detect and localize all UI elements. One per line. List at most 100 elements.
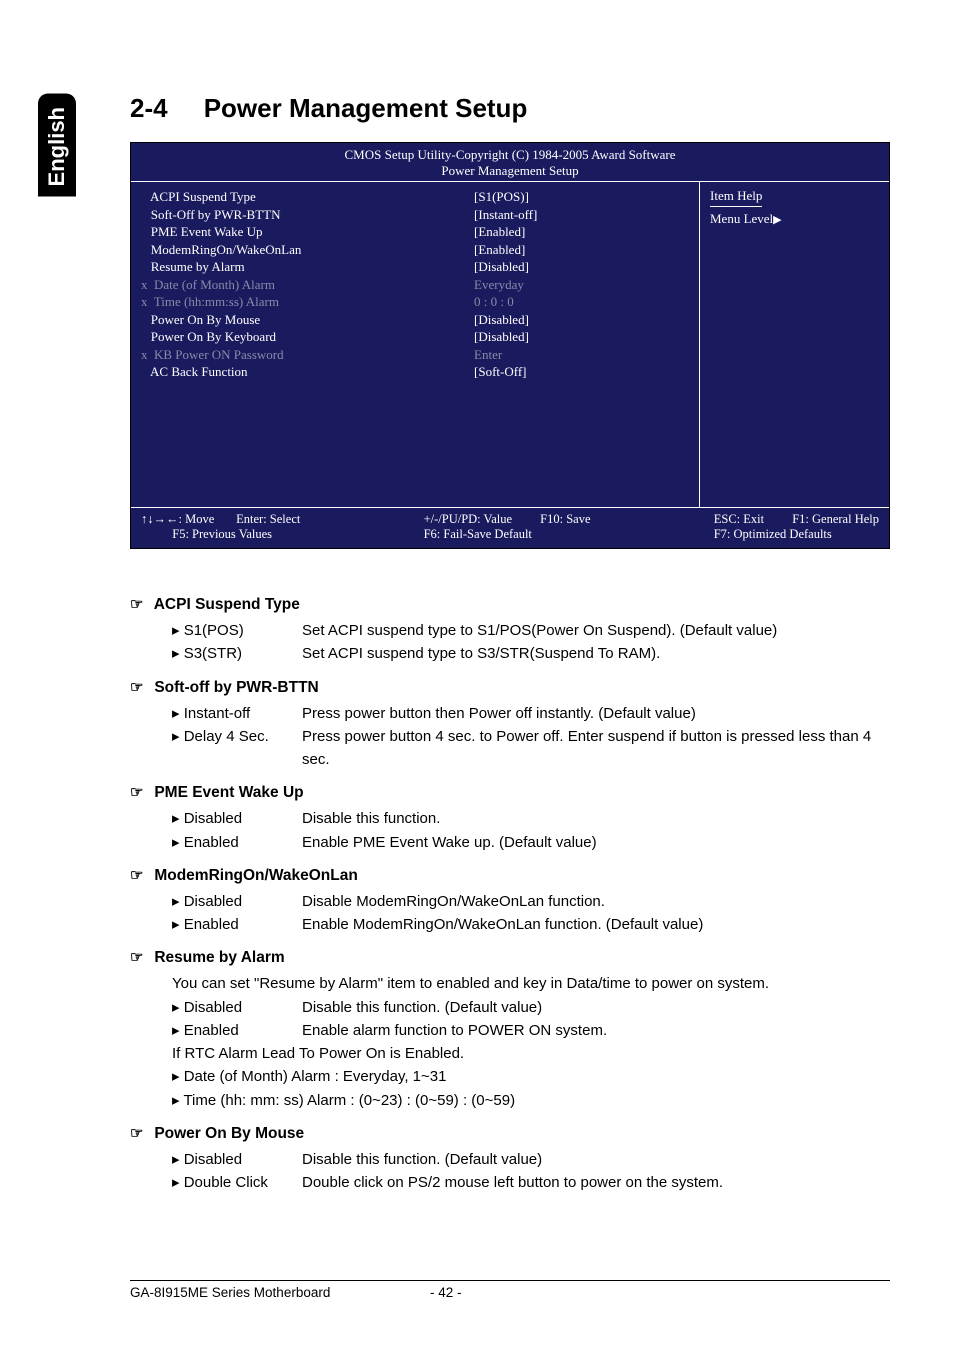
option-row: ▸ S3(STR)Set ACPI suspend type to S3/STR… — [130, 642, 890, 665]
row-prefix — [141, 242, 151, 257]
bios-spacer — [141, 381, 404, 501]
subsection-heading: ☞ PME Event Wake Up — [130, 781, 890, 805]
arrow-icon: ▸ — [172, 645, 180, 662]
option-label: ▸ Delay 4 Sec. — [172, 725, 302, 772]
bios-row: x Time (hh:mm:ss) Alarm — [141, 293, 404, 311]
bios-row: AC Back Function — [141, 363, 404, 381]
option-row: ▸ S1(POS)Set ACPI suspend type to S1/POS… — [130, 619, 890, 642]
bios-header: CMOS Setup Utility-Copyright (C) 1984-20… — [131, 143, 889, 182]
option-label: ▸ Disabled — [172, 890, 302, 913]
option-row: ▸ Delay 4 Sec.Press power button 4 sec. … — [130, 725, 890, 772]
hand-icon: ☞ — [130, 781, 150, 804]
hand-icon: ☞ — [130, 1122, 150, 1145]
option-label: ▸ S3(STR) — [172, 642, 302, 665]
bios-value: [Soft-Off] — [474, 363, 689, 381]
subsection-heading: ☞ Power On By Mouse — [130, 1122, 890, 1146]
option-desc: Enable ModemRingOn/WakeOnLan function. (… — [302, 913, 890, 936]
option-label: ▸ Disabled — [172, 996, 302, 1019]
bios-title-2: Power Management Setup — [131, 163, 889, 179]
row-label: Time (hh:mm:ss) Alarm — [154, 294, 279, 309]
row-label: Resume by Alarm — [151, 259, 245, 274]
row-prefix — [141, 329, 151, 344]
row-prefix: x — [141, 294, 154, 309]
row-label: Power On By Keyboard — [151, 329, 276, 344]
bios-row: Soft-Off by PWR-BTTN — [141, 206, 404, 224]
bios-screenshot: CMOS Setup Utility-Copyright (C) 1984-20… — [130, 142, 890, 549]
bios-value: [Enabled] — [474, 241, 689, 259]
arrow-icon: ▸ — [172, 705, 180, 722]
option-name: Disabled — [184, 810, 242, 827]
row-prefix — [141, 224, 151, 239]
subsection-heading: ☞ Soft-off by PWR-BTTN — [130, 676, 890, 700]
arrow-icon: ▸ — [172, 1151, 180, 1168]
option-label: ▸ Disabled — [172, 807, 302, 830]
arrow-icon: ▸ — [172, 622, 180, 639]
row-prefix — [141, 312, 151, 327]
language-tab: English — [38, 93, 76, 196]
body-text: If RTC Alarm Lead To Power On is Enabled… — [130, 1042, 890, 1065]
option-desc: Disable this function. (Default value) — [302, 996, 890, 1019]
option-desc: Disable this function. (Default value) — [302, 1148, 890, 1171]
subsection-title: Resume by Alarm — [154, 949, 284, 966]
option-label: ▸ Enabled — [172, 1019, 302, 1042]
foot-text: ↑↓→←: Move Enter: Select — [141, 512, 300, 526]
option-row: ▸ Date (of Month) Alarm : Everyday, 1~31 — [130, 1065, 890, 1088]
hand-icon: ☞ — [130, 864, 150, 887]
arrow-icon: ▸ — [172, 1174, 180, 1191]
bios-left-panel: ACPI Suspend Type Soft-Off by PWR-BTTN P… — [131, 182, 699, 507]
bios-foot-col: ESC: Exit F1: General Help F7: Optimized… — [714, 512, 879, 542]
option-name: Enabled — [184, 834, 239, 851]
page-footer: GA-8I915ME Series Motherboard - 42 - — [130, 1280, 890, 1300]
option-label: ▸ Instant-off — [172, 702, 302, 725]
bios-label-col: ACPI Suspend Type Soft-Off by PWR-BTTN P… — [141, 188, 404, 501]
option-text: Date (of Month) Alarm : Everyday, 1~31 — [184, 1068, 447, 1085]
option-label: ▸ S1(POS) — [172, 619, 302, 642]
option-desc: Enable alarm function to POWER ON system… — [302, 1019, 890, 1042]
bios-value: [Disabled] — [474, 258, 689, 276]
bios-row: Power On By Mouse — [141, 311, 404, 329]
option-label: ▸ Enabled — [172, 913, 302, 936]
option-desc: Disable ModemRingOn/WakeOnLan function. — [302, 890, 890, 913]
option-desc: Press power button 4 sec. to Power off. … — [302, 725, 890, 772]
bios-row: PME Event Wake Up — [141, 223, 404, 241]
option-name: Disabled — [184, 1151, 242, 1168]
menu-level-label: Menu Level — [710, 211, 773, 226]
bios-row: x KB Power ON Password — [141, 346, 404, 364]
row-prefix — [141, 207, 151, 222]
option-name: Disabled — [184, 999, 242, 1016]
option-desc: Set ACPI suspend type to S1/POS(Power On… — [302, 619, 890, 642]
bios-value: Enter — [474, 346, 689, 364]
bios-value: [Enabled] — [474, 223, 689, 241]
row-prefix — [141, 259, 151, 274]
arrow-icon: ▸ — [172, 1068, 180, 1085]
foot-text: +/-/PU/PD: Value F10: Save — [424, 512, 591, 526]
page-content: 2-4 Power Management Setup CMOS Setup Ut… — [130, 93, 890, 1194]
subsection-title: PME Event Wake Up — [154, 784, 303, 801]
subsection-heading: ☞ ACPI Suspend Type — [130, 593, 890, 617]
row-prefix: x — [141, 347, 154, 362]
row-label: PME Event Wake Up — [151, 224, 263, 239]
arrow-icon: ▸ — [172, 893, 180, 910]
hand-icon: ☞ — [130, 946, 150, 969]
subsection-heading: ☞ Resume by Alarm — [130, 946, 890, 970]
arrow-icon: ▸ — [172, 1022, 180, 1039]
subsection-title: Soft-off by PWR-BTTN — [154, 679, 318, 696]
footer-page-number: - 42 - — [430, 1285, 580, 1300]
option-name: Delay 4 Sec. — [184, 728, 269, 745]
bios-value: [Disabled] — [474, 328, 689, 346]
option-desc: Enable PME Event Wake up. (Default value… — [302, 831, 890, 854]
arrow-icon: ▸ — [172, 834, 180, 851]
item-help-label: Item Help — [710, 188, 762, 207]
bios-help-panel: Item Help Menu Level▶ — [699, 182, 889, 507]
section-heading: 2-4 Power Management Setup — [130, 93, 890, 124]
row-label: Power On By Mouse — [151, 312, 260, 327]
chevron-right-icon: ▶ — [773, 214, 781, 226]
foot-text: F6: Fail-Save Default — [424, 527, 532, 541]
foot-text: F5: Previous Values — [141, 527, 272, 541]
option-text: Time (hh: mm: ss) Alarm : (0~23) : (0~59… — [183, 1092, 515, 1109]
row-label: AC Back Function — [150, 364, 248, 379]
bios-footer: ↑↓→←: Move Enter: Select F5: Previous Va… — [131, 507, 889, 548]
option-desc: Double click on PS/2 mouse left button t… — [302, 1171, 890, 1194]
option-row: ▸ DisabledDisable this function. — [130, 807, 890, 830]
bios-row: Resume by Alarm — [141, 258, 404, 276]
